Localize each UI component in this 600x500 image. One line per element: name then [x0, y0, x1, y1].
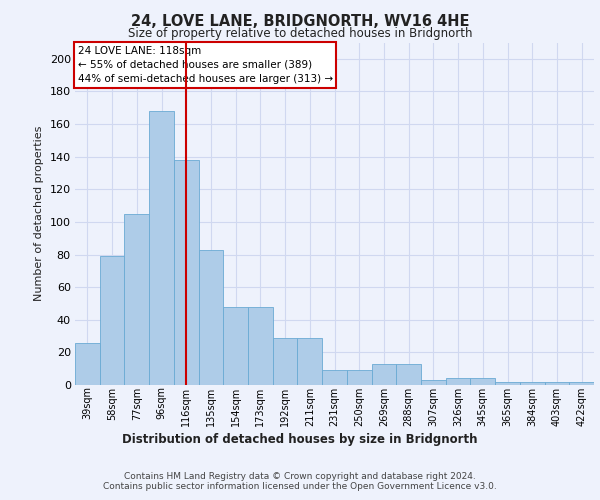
- Bar: [446, 378, 470, 385]
- Bar: [545, 382, 569, 385]
- Bar: [149, 111, 174, 385]
- Text: 24 LOVE LANE: 118sqm
← 55% of detached houses are smaller (389)
44% of semi-deta: 24 LOVE LANE: 118sqm ← 55% of detached h…: [77, 46, 333, 84]
- Bar: [273, 338, 298, 385]
- Bar: [371, 364, 396, 385]
- Bar: [495, 382, 520, 385]
- Bar: [199, 250, 223, 385]
- Y-axis label: Number of detached properties: Number of detached properties: [34, 126, 44, 302]
- Bar: [347, 370, 371, 385]
- Text: Contains HM Land Registry data © Crown copyright and database right 2024.: Contains HM Land Registry data © Crown c…: [124, 472, 476, 481]
- Text: Contains public sector information licensed under the Open Government Licence v3: Contains public sector information licen…: [103, 482, 497, 491]
- Bar: [520, 382, 545, 385]
- Bar: [421, 380, 446, 385]
- Text: 24, LOVE LANE, BRIDGNORTH, WV16 4HE: 24, LOVE LANE, BRIDGNORTH, WV16 4HE: [131, 14, 469, 29]
- Bar: [223, 306, 248, 385]
- Bar: [470, 378, 495, 385]
- Text: Distribution of detached houses by size in Bridgnorth: Distribution of detached houses by size …: [122, 432, 478, 446]
- Text: Size of property relative to detached houses in Bridgnorth: Size of property relative to detached ho…: [128, 28, 472, 40]
- Bar: [248, 306, 273, 385]
- Bar: [322, 370, 347, 385]
- Bar: [569, 382, 594, 385]
- Bar: [396, 364, 421, 385]
- Bar: [75, 342, 100, 385]
- Bar: [124, 214, 149, 385]
- Bar: [100, 256, 124, 385]
- Bar: [174, 160, 199, 385]
- Bar: [298, 338, 322, 385]
